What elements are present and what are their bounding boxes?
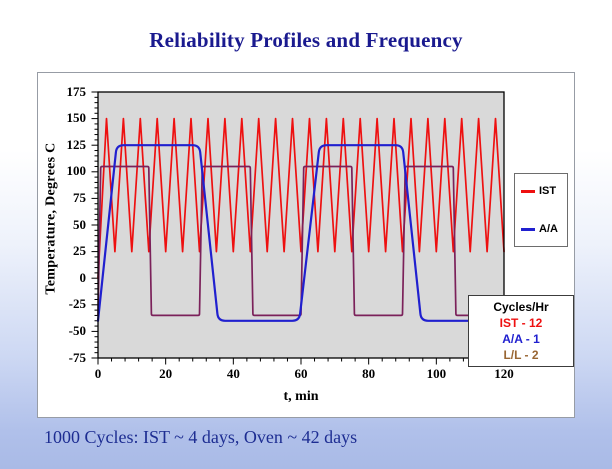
ist-line-swatch bbox=[521, 189, 535, 193]
x-tick-label: 20 bbox=[159, 366, 173, 381]
x-tick-label: 80 bbox=[362, 366, 376, 381]
series-line-aa bbox=[96, 144, 506, 322]
aa-line-swatch bbox=[521, 227, 535, 231]
y-tick-label: 25 bbox=[73, 243, 86, 259]
x-tick-label: 120 bbox=[494, 366, 514, 381]
cycles-entry-ist: IST - 12 bbox=[499, 316, 543, 330]
legend-entry-ist: IST bbox=[521, 184, 556, 198]
y-tick-label: -75 bbox=[68, 349, 86, 365]
x-tick-label: 0 bbox=[94, 366, 102, 381]
y-tick-label: 125 bbox=[66, 136, 87, 152]
y-tick-label: 175 bbox=[66, 83, 87, 99]
cycles-entry-aa: A/A - 1 bbox=[502, 332, 540, 346]
x-axis-title: t, min bbox=[283, 389, 319, 404]
y-tick-label: 0 bbox=[79, 269, 87, 285]
y-tick-label: 75 bbox=[73, 189, 86, 205]
slide-title: Reliability Profiles and Frequency bbox=[149, 28, 463, 52]
y-tick-label: 150 bbox=[66, 110, 87, 126]
chart-container: 175 150 125 100 75 50 25 0 -25 -50 -75 0 20 40 60 80 100… bbox=[37, 72, 575, 418]
legend-label-aa: A/A bbox=[539, 223, 558, 235]
footer-note: 1000 Cycles: IST ~ 4 days, Oven ~ 42 day… bbox=[44, 427, 358, 447]
x-tick-label: 60 bbox=[294, 366, 308, 381]
y-tick-label: 100 bbox=[66, 163, 87, 179]
x-tick-label: 40 bbox=[226, 366, 240, 381]
y-tick-label: 50 bbox=[73, 216, 86, 232]
cycles-entry-ll: L/L - 2 bbox=[503, 348, 539, 362]
cycles-per-hour-box: Cycles/Hr IST - 12 A/A - 1 L/L - 2 bbox=[468, 295, 574, 367]
plot-frame bbox=[97, 91, 505, 359]
y-tick-label: -25 bbox=[68, 296, 86, 312]
legend-entry-aa: A/A bbox=[521, 222, 558, 236]
y-axis-title: Temperature, Degrees C bbox=[43, 142, 59, 295]
legend-box: IST A/A bbox=[514, 173, 568, 247]
series-line-ist bbox=[97, 117, 505, 280]
y-tick-label: -50 bbox=[68, 322, 86, 338]
cycles-box-title: Cycles/Hr bbox=[493, 300, 549, 314]
x-tick-label: 100 bbox=[426, 366, 447, 381]
temperature-profile-plot bbox=[91, 91, 506, 365]
legend-label-ist: IST bbox=[539, 185, 557, 197]
